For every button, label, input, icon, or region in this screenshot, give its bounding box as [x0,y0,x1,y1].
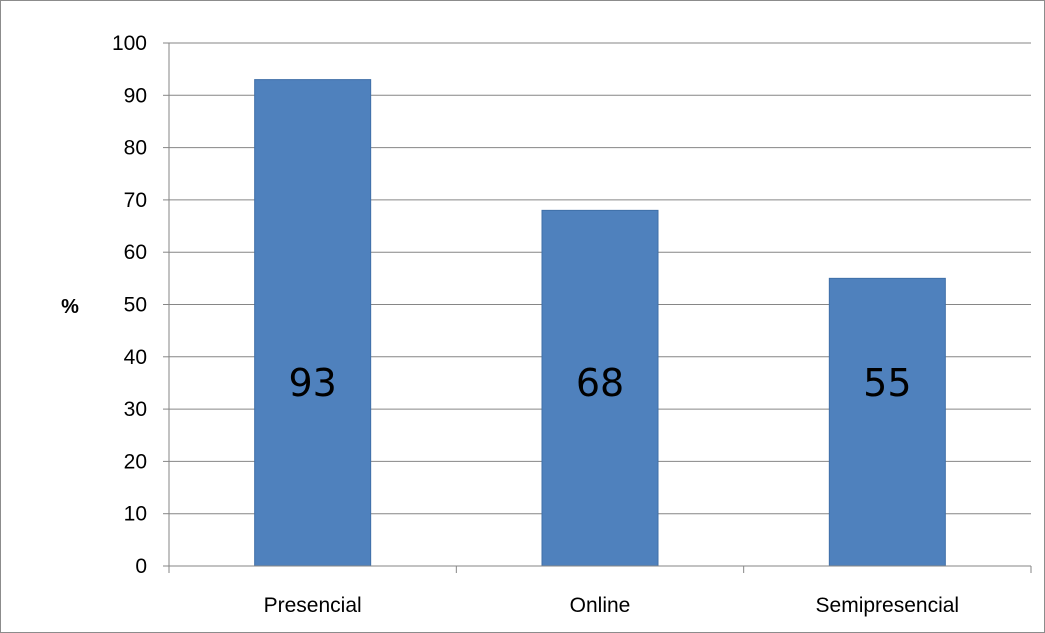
y-tick-label: 0 [135,555,147,578]
axes [163,42,1032,573]
y-tick-label: 80 [124,137,147,160]
x-tick-label: Presencial [264,594,362,617]
y-tick-label: 10 [124,503,147,526]
y-tick-label: 20 [124,450,147,473]
labels: % 0 10 20 30 40 50 60 70 80 90 100 93 Presencial 68 On… [61,32,959,617]
x-tick-label: Online [570,594,631,617]
bar-semipresencial [828,277,946,567]
bars [254,79,946,567]
y-tick-label: 60 [124,241,147,264]
x-tick-label: Semipresencial [816,594,960,617]
bar-online [541,209,659,567]
y-tick-label: 40 [124,346,147,369]
y-tick-label: 70 [124,189,147,212]
y-tick-label: 100 [112,32,147,55]
data-label: 93 [288,361,336,405]
y-tick-label: 30 [124,398,147,421]
data-label: 68 [576,361,624,405]
y-axis-label: % [61,296,79,318]
y-tick-label: 50 [124,294,147,317]
y-tick-label: 90 [124,84,147,107]
bar-presencial [254,79,372,567]
data-label: 55 [863,361,911,405]
